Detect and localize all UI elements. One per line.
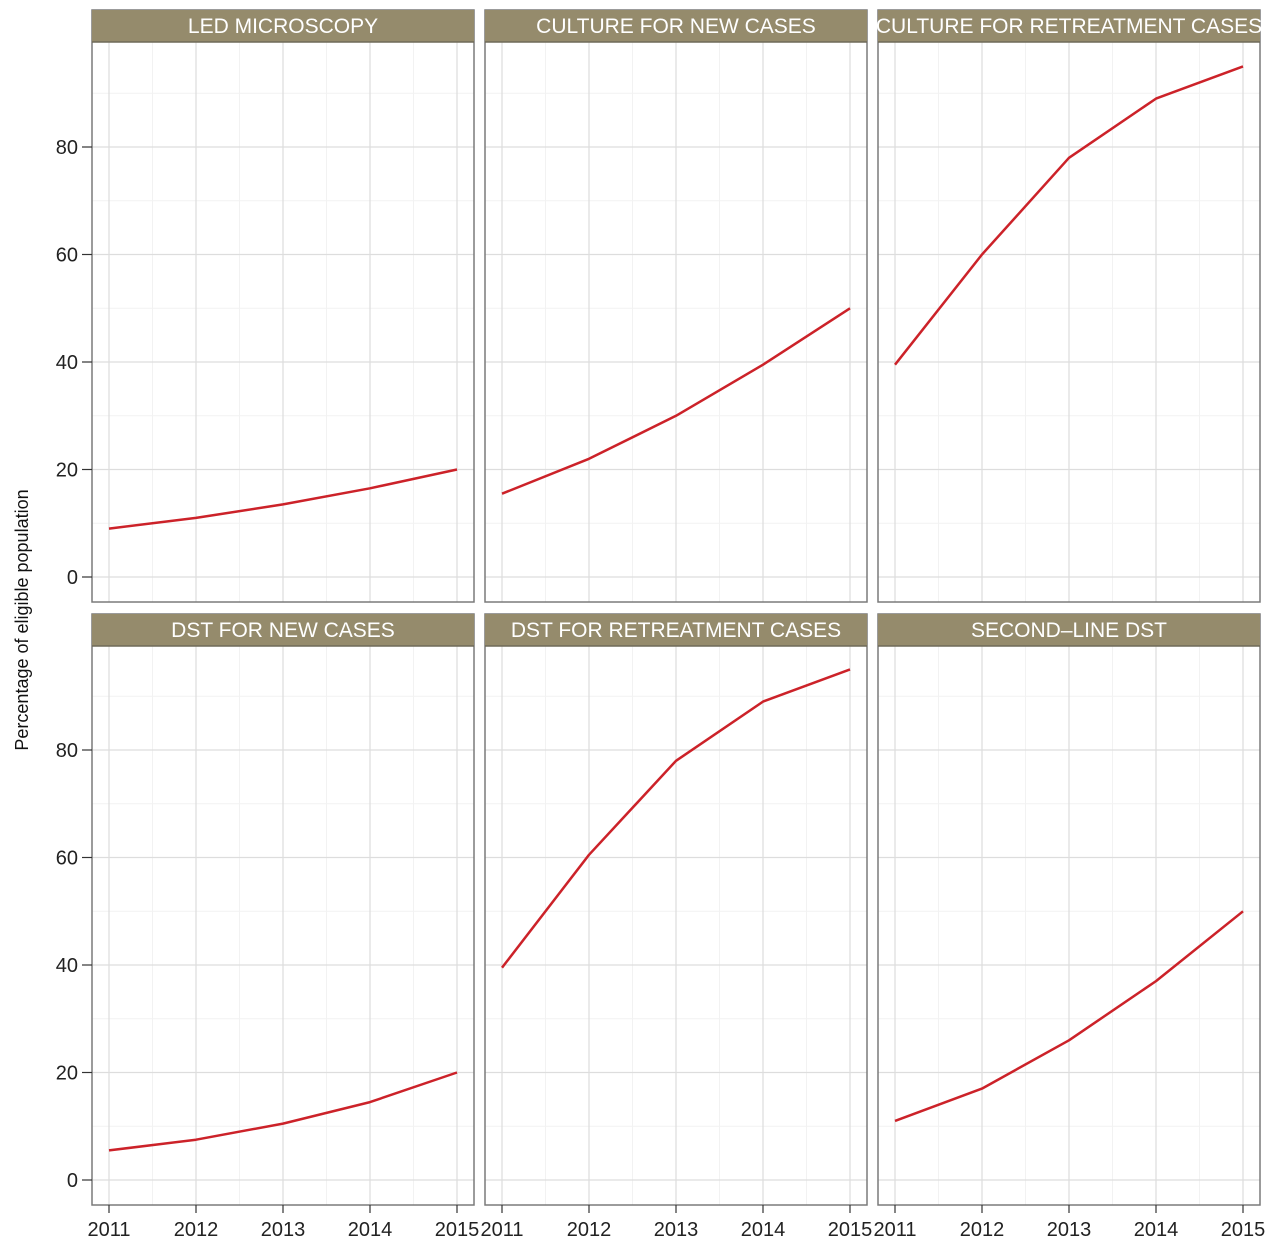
series-line	[894, 910, 1244, 1123]
y-tick-label: 60	[56, 848, 78, 870]
facet-title: SECOND–LINE DST	[971, 619, 1167, 642]
y-tick-label: 40	[56, 352, 78, 374]
facet-panel: SECOND–LINE DST 2011 2012 2013 2014 2015	[873, 613, 1266, 1241]
y-tick-label: 60	[56, 245, 78, 267]
x-tick-label: 2014	[741, 1219, 786, 1241]
y-tick-label: 0	[67, 567, 78, 589]
x-tick-label: 2015	[1221, 1219, 1266, 1241]
facet-strip	[878, 10, 1260, 42]
x-tick-label: 2012	[567, 1219, 612, 1241]
x-tick-label: 2013	[654, 1219, 699, 1241]
facet-panel: CULTURE FOR RETREATMENT CASES	[876, 9, 1262, 603]
x-tick-label: 2013	[261, 1219, 306, 1241]
y-tick-label: 0	[67, 1170, 78, 1192]
series-line	[108, 468, 458, 530]
facet-strip	[485, 614, 867, 646]
facet-panel: DST FOR RETREATMENT CASES 2011 2012 2013 201…	[480, 613, 873, 1241]
y-tick-label: 80	[56, 137, 78, 159]
series-line	[501, 668, 851, 969]
x-tick-label: 2011	[480, 1219, 523, 1241]
x-tick-label: 2014	[1134, 1219, 1179, 1241]
facet-title: DST FOR RETREATMENT CASES	[511, 619, 841, 642]
x-tick-label: 2014	[348, 1219, 393, 1241]
facet-panel: DST FOR NEW CASES 0 20 40 60 80 2011 2012 2013 20…	[56, 613, 480, 1241]
y-axis-label: Percentage of eligible population	[12, 489, 32, 750]
x-tick-label: 2011	[873, 1219, 916, 1241]
x-tick-label: 2012	[960, 1219, 1005, 1241]
y-tick-label: 20	[56, 1063, 78, 1085]
series-line	[108, 1071, 458, 1152]
x-tick-label: 2012	[174, 1219, 219, 1241]
facet-panel: LED MICROSCOPY 0 20 40 60 80	[56, 9, 475, 603]
y-tick-label: 80	[56, 740, 78, 762]
x-tick-label: 2015	[828, 1219, 873, 1241]
facet-strip	[878, 614, 1260, 646]
x-tick-label: 2013	[1047, 1219, 1092, 1241]
x-tick-label: 2011	[87, 1219, 130, 1241]
x-tick-label: 2015	[435, 1219, 480, 1241]
facet-panel: CULTURE FOR NEW CASES	[484, 9, 868, 603]
facet-title: DST FOR NEW CASES	[171, 619, 395, 642]
facet-title: CULTURE FOR RETREATMENT CASES	[876, 15, 1262, 38]
facet-strip	[92, 10, 474, 42]
series-line	[894, 65, 1244, 366]
facet-strip	[92, 614, 474, 646]
y-tick-label: 40	[56, 955, 78, 977]
facet-strip	[485, 10, 867, 42]
series-line	[501, 307, 851, 495]
y-tick-label: 20	[56, 460, 78, 482]
facet-title: CULTURE FOR NEW CASES	[536, 15, 816, 38]
facet-title: LED MICROSCOPY	[188, 15, 378, 38]
